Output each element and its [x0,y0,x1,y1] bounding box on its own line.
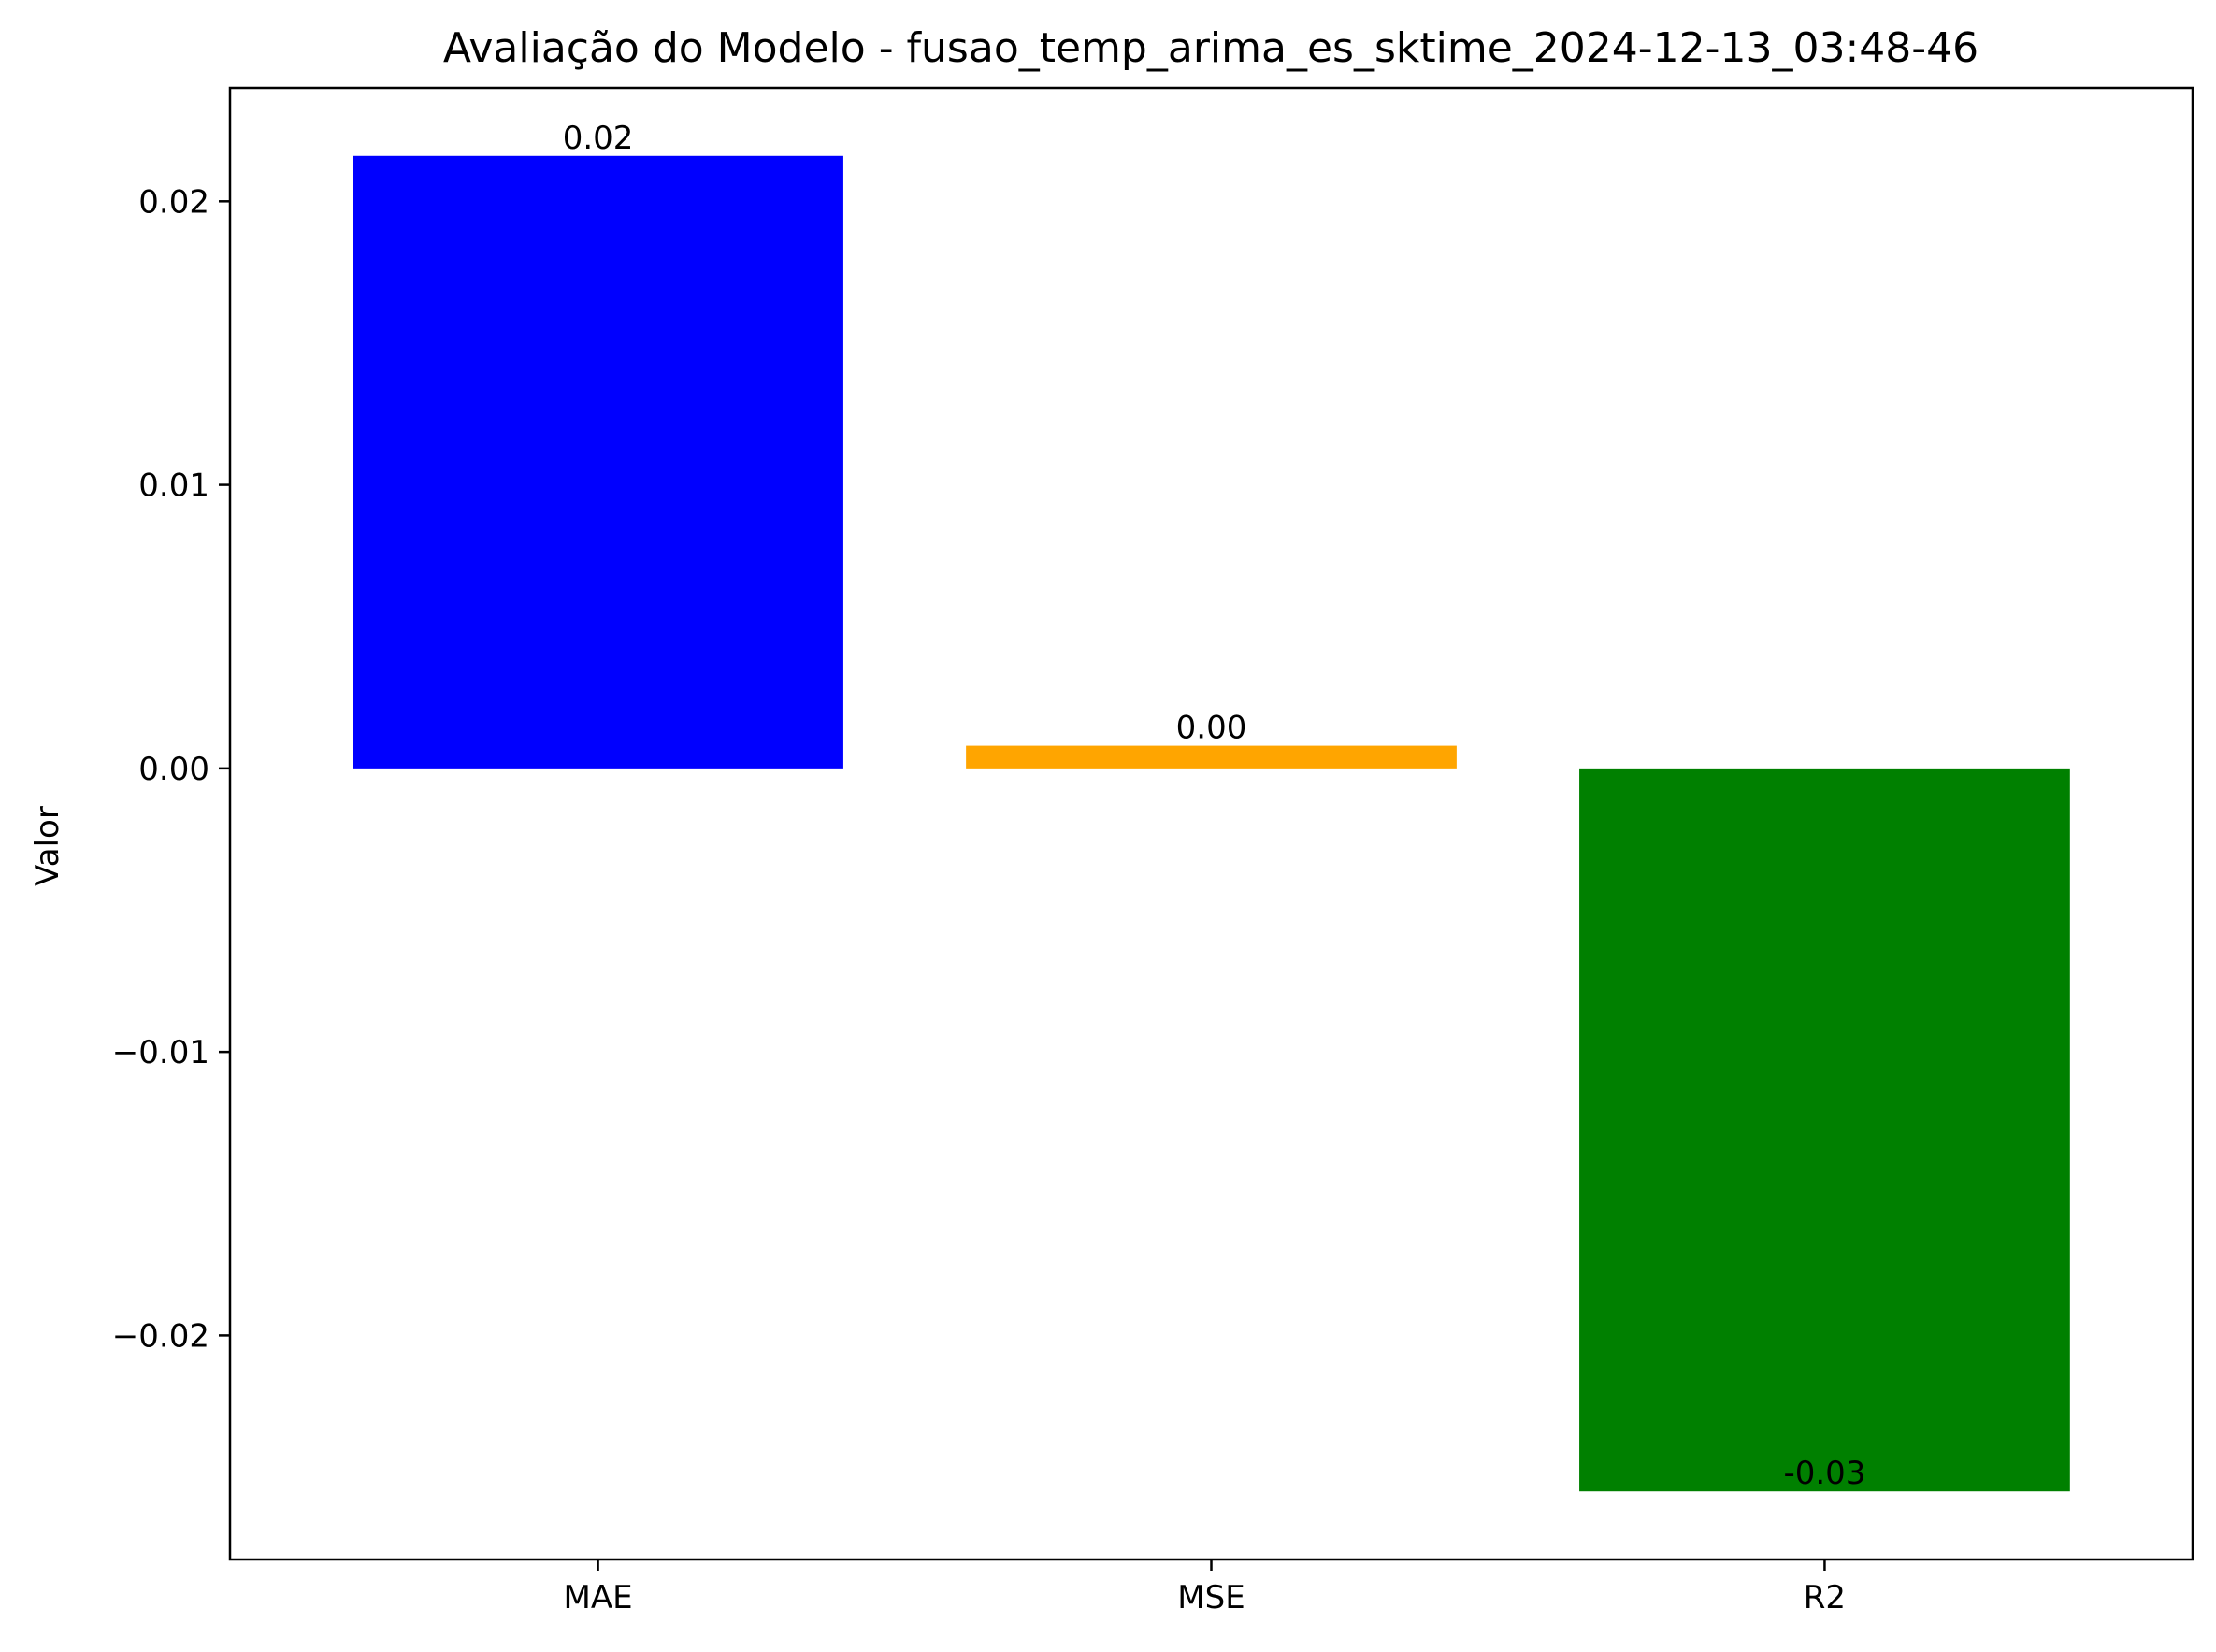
y-tick-label: −0.01 [112,1034,209,1071]
data-labels: 0.02 0.00 -0.03 [563,120,1866,1492]
y-tick-label: 0.01 [138,467,209,505]
x-tick-label-r2: R2 [1804,1579,1846,1616]
y-axis-label: Valor [29,806,66,886]
chart-title: Avaliação do Modelo - fusao_temp_arima_e… [443,24,1979,72]
bar-mae [353,155,843,769]
bar-r2 [1579,768,2070,1492]
y-tick-label: 0.00 [138,751,209,788]
y-axis-ticks: −0.02 −0.01 0.00 0.01 0.02 [112,183,230,1355]
x-tick-label-mae: MAE [564,1579,633,1616]
x-tick-label-mse: MSE [1177,1579,1245,1616]
bars [353,155,2070,1492]
data-label-r2: -0.03 [1783,1455,1865,1492]
x-axis-ticks: MAE MSE R2 [564,1559,1846,1616]
y-tick-label: −0.02 [112,1317,209,1355]
y-tick-label: 0.02 [138,183,209,221]
data-label-mse: 0.00 [1176,710,1247,747]
data-label-mae: 0.02 [563,120,634,157]
bar-mse [966,745,1457,769]
